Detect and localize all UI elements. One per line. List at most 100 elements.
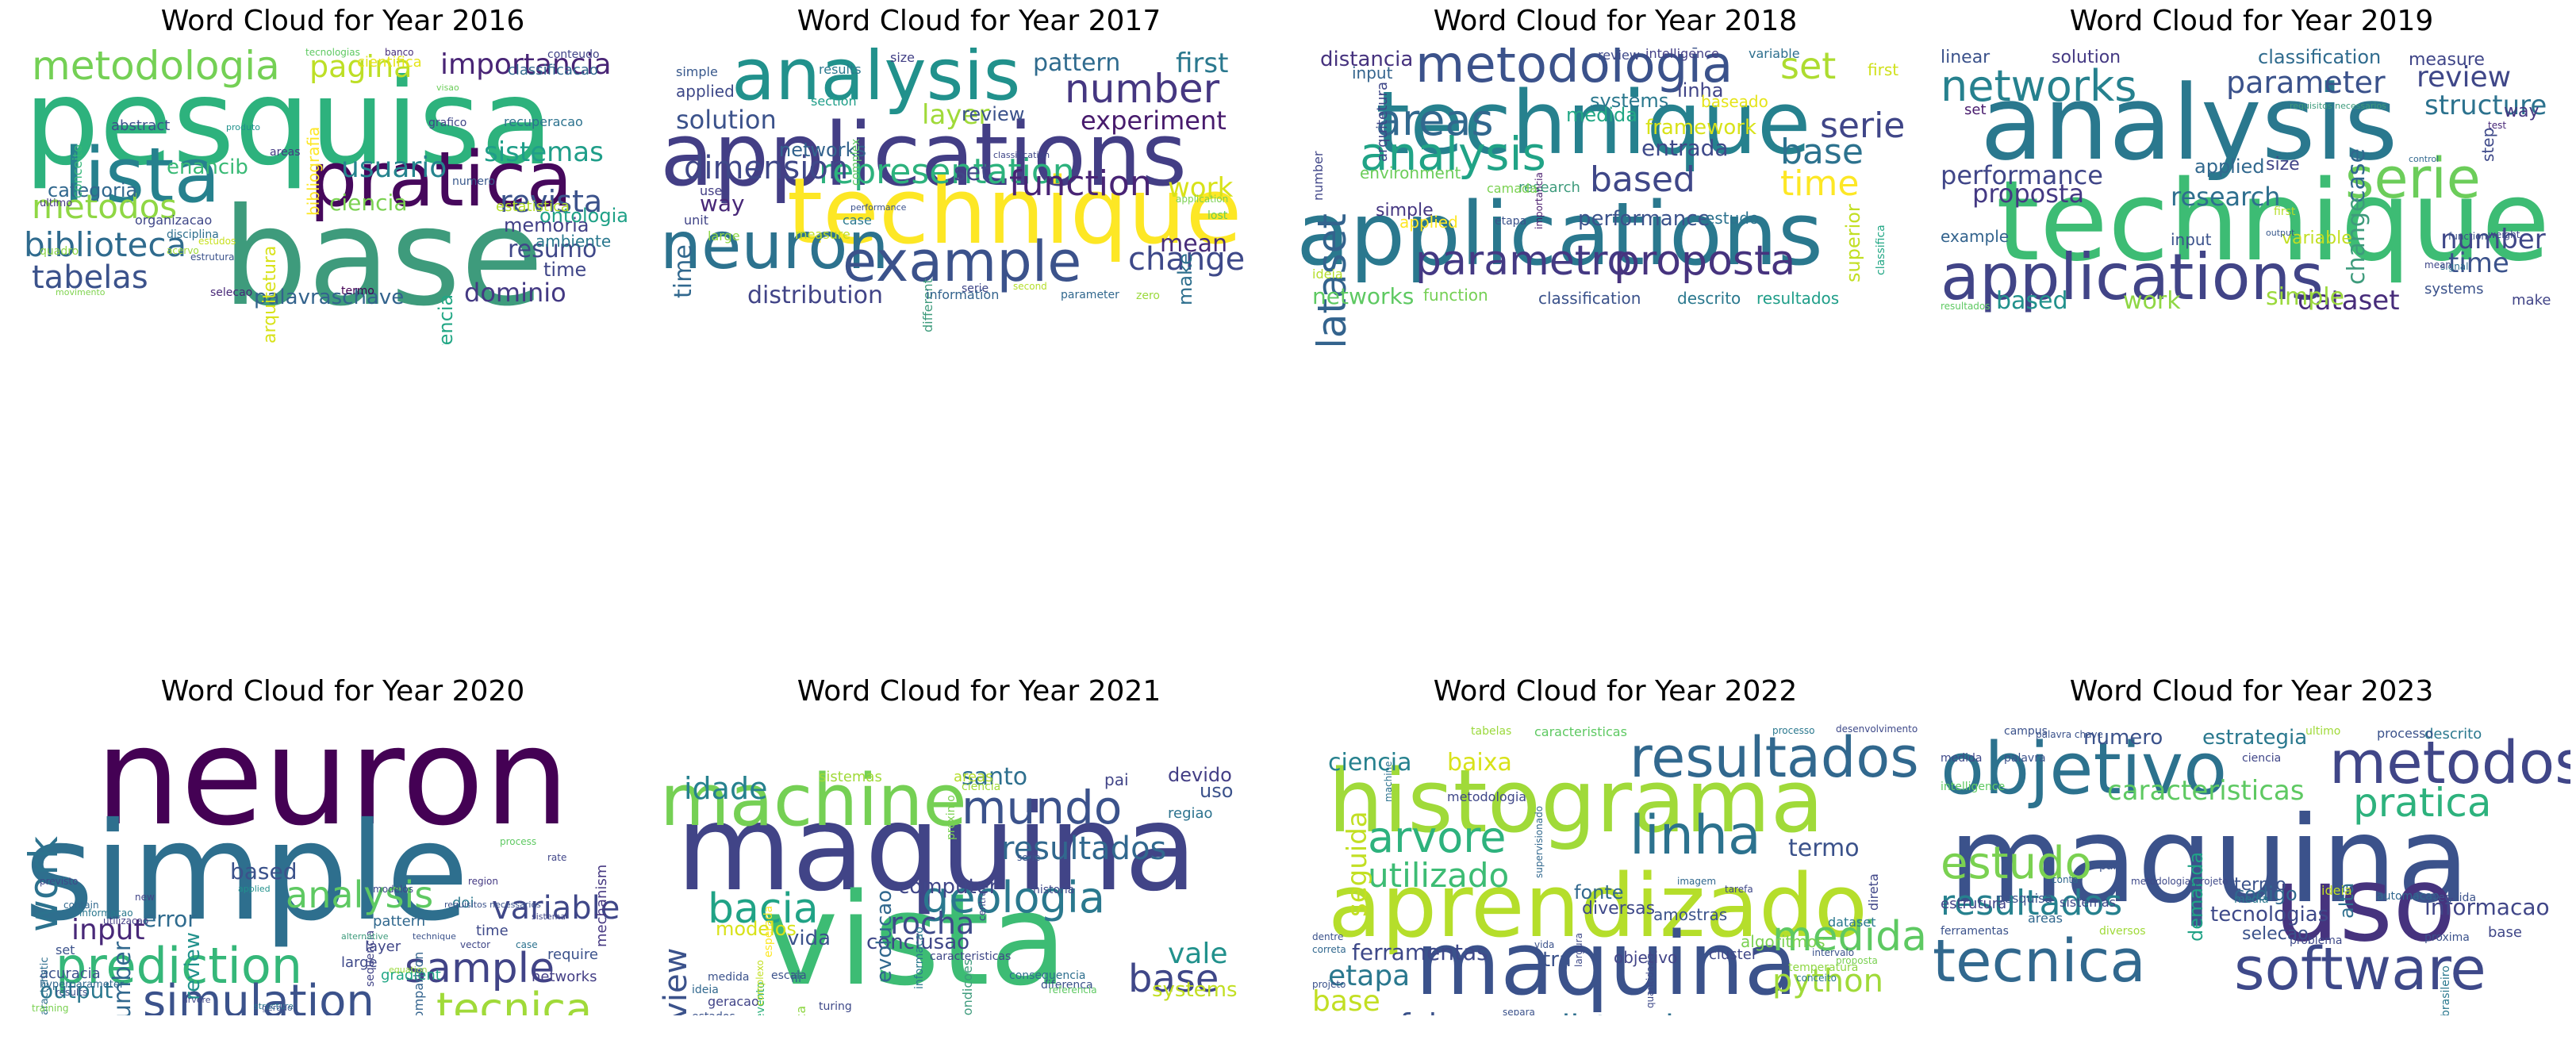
word: mechanism [593, 864, 610, 948]
word: histograma [1328, 750, 1825, 852]
word: parametro [1415, 237, 1633, 285]
word: lost [1207, 209, 1228, 222]
word: review [2417, 61, 2512, 94]
word: classification [993, 150, 1050, 160]
word: descrito [1677, 289, 1741, 308]
word: usuario [341, 152, 447, 184]
word: ontologia [539, 205, 628, 227]
word: ideia [1312, 267, 1343, 282]
word: applied [676, 82, 735, 101]
word: representation [819, 152, 1075, 192]
word: performance [1578, 207, 1710, 231]
word: mean [1160, 230, 1228, 258]
word: parameter [2226, 65, 2386, 100]
word: comparison [411, 951, 426, 1015]
word: networks [532, 969, 597, 985]
word: temperatura [1788, 961, 1859, 974]
word: measure [2409, 50, 2485, 70]
word: areas [954, 769, 993, 785]
word: conteudo [547, 48, 600, 61]
word: informacao [913, 927, 926, 989]
word: structure [2424, 90, 2547, 121]
word: distancia [1550, 1011, 1694, 1015]
word: time [476, 923, 509, 939]
word: idade [684, 771, 768, 806]
word: numero [452, 175, 496, 188]
word: performance [850, 202, 907, 213]
word: information [926, 287, 1000, 302]
word: rate [547, 852, 567, 863]
word: work [1168, 172, 1234, 204]
word: review [1598, 48, 1640, 63]
word: numero [2083, 726, 2163, 750]
word: ultimo [2305, 725, 2341, 738]
word: pattern [1033, 49, 1121, 77]
panel-title: Word Cloud for Year 2018 [1433, 5, 1798, 37]
wordcloud-canvas: maquina vista machine mundo geologia bacia res… [660, 718, 1298, 1015]
word: areas [2028, 911, 2063, 926]
word: systems [1590, 90, 1669, 112]
word: simple [1376, 201, 1434, 221]
word: size [890, 50, 916, 65]
word: utilizacao [103, 915, 149, 927]
word: correta [1312, 944, 1346, 955]
word: section [811, 94, 857, 109]
word: application [1176, 194, 1229, 205]
word: arvore [1368, 812, 1507, 862]
wordcloud-panel-2020: Word Cloud for Year 2020 neuron simple pre… [24, 670, 662, 1015]
word: tecnica [1933, 927, 2146, 996]
word: classification [1538, 289, 1641, 308]
word: vale [1168, 938, 1228, 970]
word: metodologia [1447, 789, 1527, 804]
word: bibliografia [304, 126, 323, 216]
word: camada [1487, 181, 1538, 196]
word: medida [1566, 104, 1637, 126]
word: systems [2424, 281, 2484, 297]
word: quadro [40, 245, 79, 258]
word: media [2234, 893, 2269, 906]
word: descrito [2424, 726, 2482, 742]
word: complex [850, 138, 862, 186]
word: etapa [1328, 960, 1411, 992]
word: input [71, 914, 145, 946]
panel-title: Word Cloud for Year 2020 [160, 675, 525, 708]
wordcloud-canvas: maquina uso objetivo metodos tecnica software… [1933, 718, 2570, 1015]
word: technique [413, 931, 456, 942]
word: consequencia [1009, 969, 1086, 982]
word: sistemas [484, 136, 604, 168]
word: ideia [2321, 883, 2352, 898]
word: devido [1168, 764, 1232, 786]
word: networks [1941, 61, 2137, 111]
word: areas [270, 146, 301, 159]
word: time [670, 244, 697, 298]
word: parameter [1061, 289, 1119, 301]
word: pesquisa [24, 54, 554, 192]
word: first [1868, 60, 1899, 79]
word: historia [1033, 884, 1075, 896]
word: python [1772, 963, 1883, 1000]
word: example [843, 229, 1082, 294]
word: serie [1017, 852, 1041, 863]
word: metodologia [1415, 48, 1733, 94]
word: case [516, 939, 538, 950]
word: utilizado [1368, 856, 1510, 895]
word: areas [1376, 95, 1494, 145]
word: serie [1820, 106, 1906, 146]
word: simulation [143, 976, 374, 1016]
word: tecnologias [2210, 903, 2329, 927]
word: objetivo [1614, 948, 1678, 967]
word: bacia [708, 885, 819, 933]
word: estados [692, 1011, 735, 1015]
word: termo [2234, 875, 2286, 895]
word: review [660, 947, 694, 1015]
word: ciencia [962, 781, 1001, 793]
word: baseado [1701, 92, 1768, 111]
word: santo [962, 763, 1028, 791]
word: ciencia [2242, 752, 2282, 765]
word: proposta [1972, 178, 2085, 209]
word: metodologia [2131, 876, 2191, 887]
word: metodos [2329, 729, 2570, 797]
word: arvore [182, 995, 211, 1005]
word: review [181, 931, 205, 1000]
word: large [708, 228, 740, 244]
